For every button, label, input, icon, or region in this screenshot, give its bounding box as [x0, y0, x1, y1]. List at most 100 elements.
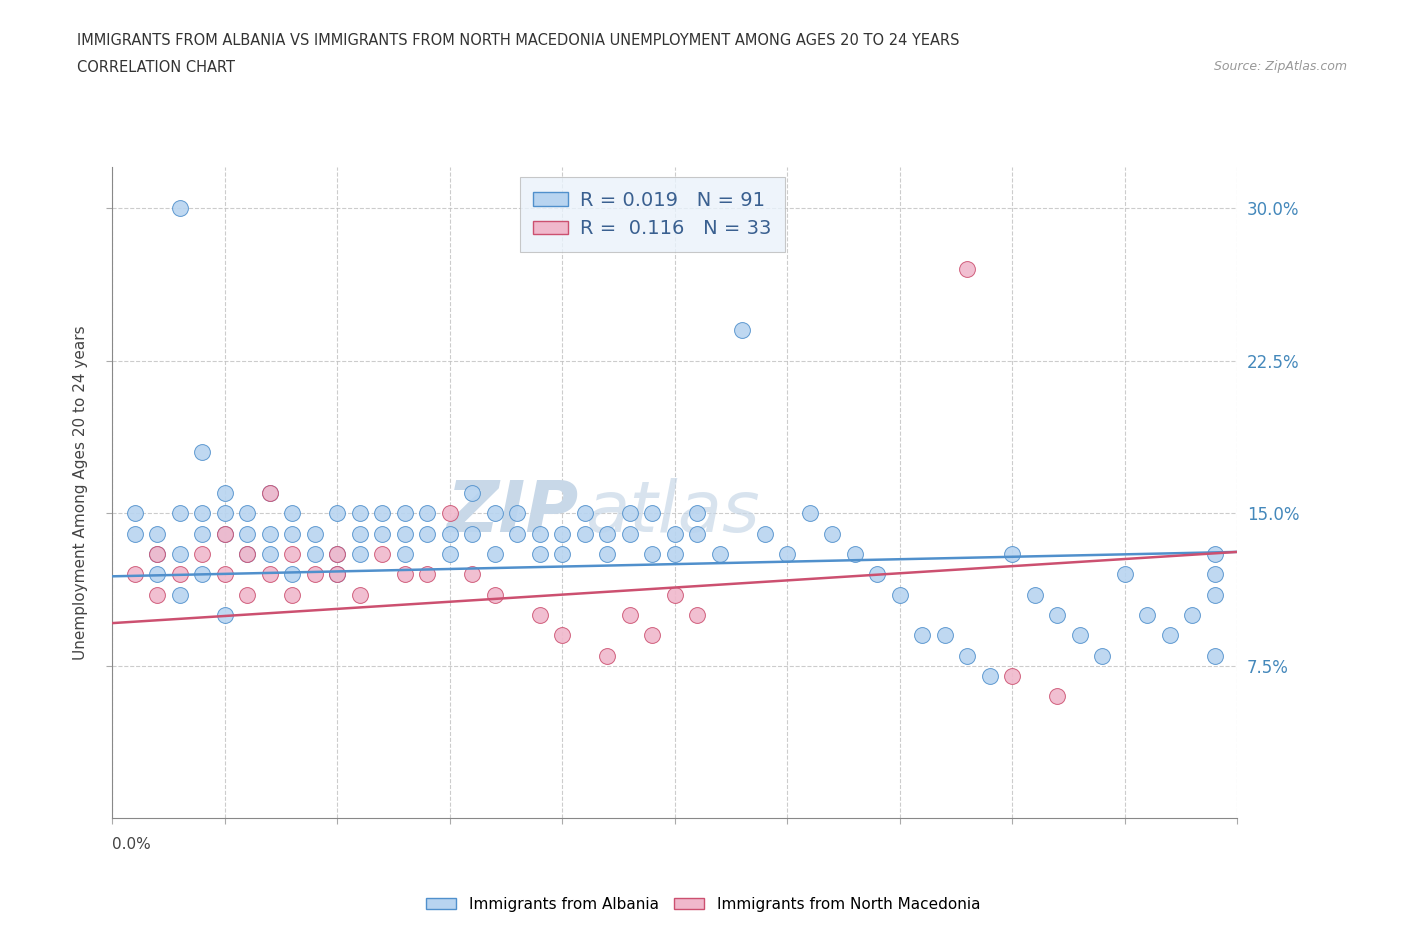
Point	[304, 547, 326, 562]
Point	[619, 506, 641, 521]
Point	[236, 506, 259, 521]
Point	[146, 567, 169, 582]
Point	[529, 526, 551, 541]
Point	[1046, 689, 1069, 704]
Point	[169, 587, 191, 602]
Point	[934, 628, 956, 643]
Point	[214, 485, 236, 500]
Point	[799, 506, 821, 521]
Point	[979, 669, 1001, 684]
Point	[124, 567, 146, 582]
Point	[394, 506, 416, 521]
Point	[326, 506, 349, 521]
Point	[574, 506, 596, 521]
Point	[349, 587, 371, 602]
Point	[641, 628, 664, 643]
Point	[236, 587, 259, 602]
Point	[596, 547, 619, 562]
Point	[484, 547, 506, 562]
Point	[956, 261, 979, 276]
Point	[371, 547, 394, 562]
Point	[304, 567, 326, 582]
Point	[371, 526, 394, 541]
Point	[574, 526, 596, 541]
Point	[281, 526, 304, 541]
Legend: R = 0.019   N = 91, R =  0.116   N = 33: R = 0.019 N = 91, R = 0.116 N = 33	[520, 177, 785, 252]
Point	[506, 526, 529, 541]
Point	[169, 547, 191, 562]
Point	[844, 547, 866, 562]
Point	[596, 526, 619, 541]
Text: Source: ZipAtlas.com: Source: ZipAtlas.com	[1213, 60, 1347, 73]
Point	[326, 567, 349, 582]
Point	[1114, 567, 1136, 582]
Point	[529, 547, 551, 562]
Point	[866, 567, 889, 582]
Point	[709, 547, 731, 562]
Point	[416, 526, 439, 541]
Point	[146, 547, 169, 562]
Point	[191, 567, 214, 582]
Point	[911, 628, 934, 643]
Point	[664, 526, 686, 541]
Point	[191, 445, 214, 459]
Point	[1046, 607, 1069, 622]
Point	[1069, 628, 1091, 643]
Point	[236, 547, 259, 562]
Point	[551, 526, 574, 541]
Point	[439, 506, 461, 521]
Point	[641, 547, 664, 562]
Point	[281, 587, 304, 602]
Point	[281, 506, 304, 521]
Point	[146, 587, 169, 602]
Point	[619, 526, 641, 541]
Point	[754, 526, 776, 541]
Point	[484, 506, 506, 521]
Point	[169, 506, 191, 521]
Point	[641, 506, 664, 521]
Point	[416, 567, 439, 582]
Point	[214, 567, 236, 582]
Point	[506, 506, 529, 521]
Point	[281, 567, 304, 582]
Point	[214, 607, 236, 622]
Point	[259, 485, 281, 500]
Text: 0.0%: 0.0%	[112, 837, 152, 852]
Point	[191, 547, 214, 562]
Text: CORRELATION CHART: CORRELATION CHART	[77, 60, 235, 75]
Point	[304, 526, 326, 541]
Point	[349, 526, 371, 541]
Point	[214, 506, 236, 521]
Point	[124, 526, 146, 541]
Point	[776, 547, 799, 562]
Point	[529, 607, 551, 622]
Point	[394, 526, 416, 541]
Point	[169, 567, 191, 582]
Point	[416, 506, 439, 521]
Point	[1024, 587, 1046, 602]
Point	[394, 547, 416, 562]
Point	[439, 547, 461, 562]
Point	[686, 506, 709, 521]
Point	[1204, 567, 1226, 582]
Point	[124, 506, 146, 521]
Point	[1136, 607, 1159, 622]
Point	[259, 547, 281, 562]
Point	[1204, 547, 1226, 562]
Point	[281, 547, 304, 562]
Text: ZIP: ZIP	[447, 478, 579, 547]
Point	[214, 526, 236, 541]
Point	[349, 547, 371, 562]
Point	[1159, 628, 1181, 643]
Point	[1091, 648, 1114, 663]
Point	[821, 526, 844, 541]
Point	[371, 506, 394, 521]
Point	[146, 526, 169, 541]
Point	[326, 547, 349, 562]
Point	[191, 506, 214, 521]
Point	[169, 201, 191, 216]
Point	[259, 526, 281, 541]
Point	[236, 526, 259, 541]
Point	[1181, 607, 1204, 622]
Point	[956, 648, 979, 663]
